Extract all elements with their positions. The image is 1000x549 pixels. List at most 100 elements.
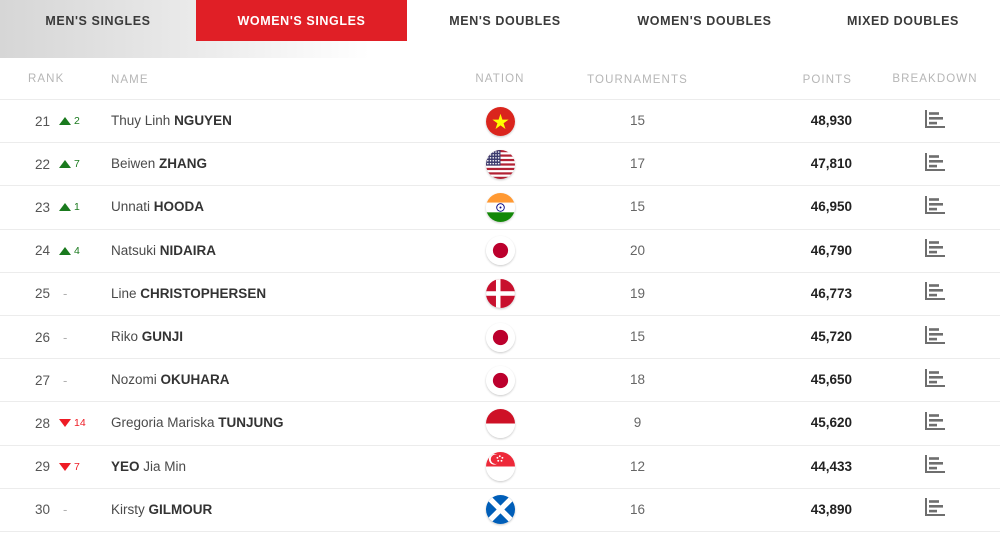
player-given-name: Natsuki [111, 242, 157, 258]
cell-breakdown [870, 497, 1000, 522]
flag-icon-sct [485, 495, 515, 525]
bar-chart-icon[interactable] [924, 325, 946, 350]
player-name[interactable]: Kirsty GILMOUR [111, 502, 212, 517]
cell-tournaments: 18 [550, 371, 725, 389]
bar-chart-icon[interactable] [924, 454, 946, 479]
arrow-up-icon [59, 160, 71, 169]
cell-breakdown [870, 109, 1000, 134]
rank-number: 28 [34, 415, 50, 431]
flag-icon-jp [485, 365, 515, 395]
cell-nation [450, 365, 550, 395]
player-name[interactable]: Nozomi OKUHARA [111, 372, 230, 387]
movement-value: 7 [74, 158, 80, 171]
player-family-name: YEO [111, 458, 140, 474]
cell-points: 45,720 [725, 328, 870, 346]
bar-chart-icon[interactable] [924, 281, 946, 306]
movement-value: 7 [74, 460, 80, 473]
player-family-name: HOODA [153, 199, 205, 215]
bar-chart-icon[interactable] [924, 368, 946, 393]
flag-icon-jp [485, 236, 515, 266]
header-nation-label: NATION [475, 72, 525, 85]
tab-mixed-doubles[interactable]: MIXED DOUBLES [847, 13, 959, 28]
cell-tournaments: 15 [550, 198, 725, 216]
arrow-up-icon [59, 203, 71, 212]
points-value: 45,620 [810, 415, 852, 431]
bar-chart-icon[interactable] [924, 238, 946, 263]
movement-indicator: 4 [59, 245, 89, 257]
cell-name: Natsuki NIDAIRA [100, 242, 450, 260]
movement-none-indicator: - [63, 286, 68, 302]
tournaments-value: 18 [629, 372, 646, 388]
bar-chart-icon[interactable] [924, 152, 946, 177]
cell-breakdown [870, 152, 1000, 177]
cell-breakdown [870, 195, 1000, 220]
cell-breakdown [870, 281, 1000, 306]
cell-tournaments: 20 [550, 242, 725, 260]
cell-breakdown [870, 454, 1000, 479]
movement-indicator: 1 [59, 201, 89, 213]
cell-points: 48,930 [725, 112, 870, 130]
bar-chart-icon[interactable] [924, 195, 946, 220]
tab-men-s-singles[interactable]: MEN'S SINGLES [45, 13, 151, 28]
bar-chart-icon[interactable] [924, 411, 946, 436]
tab-men-s-doubles[interactable]: MEN'S DOUBLES [449, 13, 561, 28]
player-name[interactable]: Thuy Linh NGUYEN [111, 113, 232, 128]
table-row[interactable]: 28 14 Gregoria Mariska TUNJUNG 9 45,620 [0, 402, 1000, 446]
player-name[interactable]: Gregoria Mariska TUNJUNG [111, 415, 284, 430]
cell-rank: 25- [0, 286, 100, 301]
tournaments-value: 9 [633, 415, 642, 431]
cell-rank: 28 14 [0, 416, 100, 431]
movement-none-indicator: - [63, 372, 68, 388]
cell-name: Thuy Linh NGUYEN [100, 112, 450, 130]
bar-chart-icon[interactable] [924, 497, 946, 522]
cell-rank: 21 2 [0, 114, 100, 129]
header-name: NAME [100, 70, 450, 88]
table-row[interactable]: 26- Riko GUNJI 15 45,720 [0, 316, 1000, 360]
player-name[interactable]: Natsuki NIDAIRA [111, 243, 216, 258]
cell-breakdown [870, 325, 1000, 350]
player-name[interactable]: YEO Jia Min [111, 459, 186, 474]
flag-icon-in [485, 192, 515, 222]
cell-rank: 26- [0, 330, 100, 345]
bar-chart-icon[interactable] [924, 109, 946, 134]
table-row[interactable]: 23 1 Unnati HOODA 15 46,950 [0, 186, 1000, 230]
player-family-name: CHRISTOPHERSEN [140, 285, 267, 301]
cell-points: 43,890 [725, 501, 870, 519]
table-row[interactable]: 21 2 Thuy Linh NGUYEN 15 48,930 [0, 100, 1000, 144]
cell-name: Gregoria Mariska TUNJUNG [100, 414, 450, 432]
rank-number: 23 [34, 199, 50, 215]
arrow-up-icon [59, 246, 71, 255]
flag-icon-jp [485, 322, 515, 352]
tab-women-s-doubles[interactable]: WOMEN'S DOUBLES [637, 13, 772, 28]
player-name[interactable]: Riko GUNJI [111, 329, 183, 344]
cell-points: 47,810 [725, 155, 870, 173]
rankings-table: RANK NAME NATION TOURNAMENTS POINTS BREA… [0, 58, 1000, 532]
table-row[interactable]: 24 4 Natsuki NIDAIRA 20 46,790 [0, 230, 1000, 273]
table-row[interactable]: 27- Nozomi OKUHARA 18 45,650 [0, 359, 1000, 403]
player-name[interactable]: Beiwen ZHANG [111, 156, 207, 171]
tab-women-s-singles[interactable]: WOMEN'S SINGLES [196, 0, 407, 41]
header-rank: RANK [0, 73, 100, 85]
cell-tournaments: 12 [550, 458, 725, 476]
flag-icon-us [485, 149, 515, 179]
cell-tournaments: 16 [550, 501, 725, 519]
cell-nation [450, 192, 550, 222]
player-given-name: Gregoria Mariska [111, 415, 215, 431]
cell-rank: 29 7 [0, 459, 100, 474]
cell-nation [450, 279, 550, 309]
table-row[interactable]: 30- Kirsty GILMOUR 16 43,890 [0, 489, 1000, 532]
player-family-name: TUNJUNG [218, 415, 284, 431]
table-row[interactable]: 25- Line CHRISTOPHERSEN 19 46,773 [0, 273, 1000, 316]
player-family-name: NIDAIRA [159, 242, 217, 258]
header-nation: NATION [450, 73, 550, 85]
table-row[interactable]: 29 7 YEO Jia Min 12 44,433 [0, 446, 1000, 489]
tab-list: MEN'S SINGLES WOMEN'S SINGLES MEN'S DOUBLE… [0, 0, 1000, 41]
cell-points: 45,650 [725, 371, 870, 389]
cell-nation [450, 452, 550, 482]
movement-none-indicator: - [63, 502, 68, 518]
player-name[interactable]: Line CHRISTOPHERSEN [111, 286, 266, 301]
header-breakdown-label: BREAKDOWN [892, 72, 978, 85]
cell-rank: 23 1 [0, 200, 100, 215]
player-name[interactable]: Unnati HOODA [111, 199, 204, 214]
table-row[interactable]: 22 7 Beiwen ZHANG 17 47,810 [0, 143, 1000, 187]
